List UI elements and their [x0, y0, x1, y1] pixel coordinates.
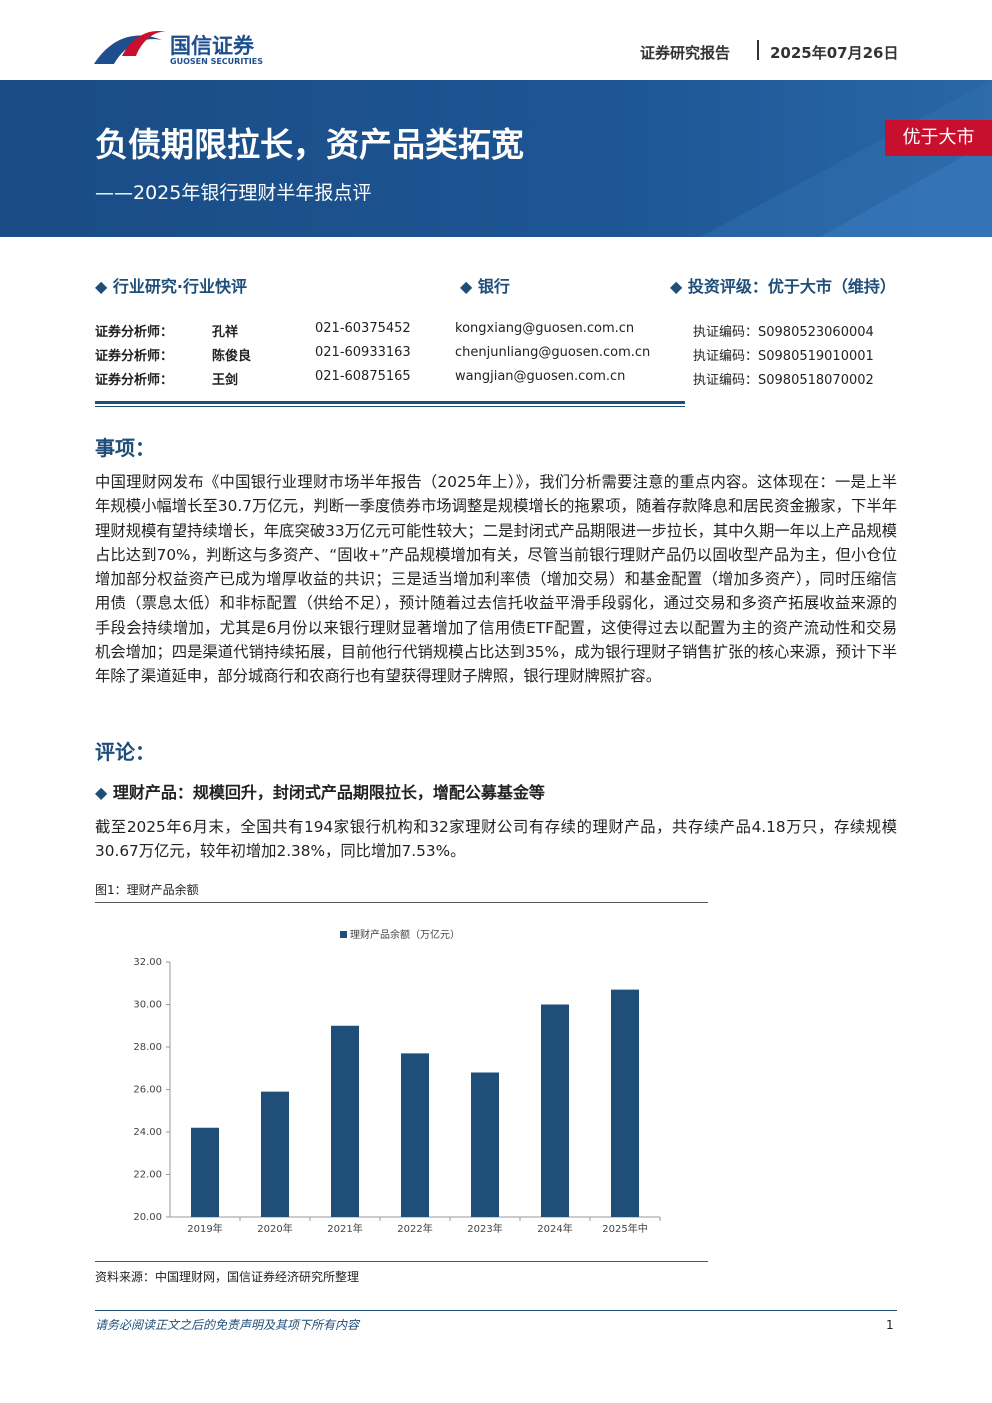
x-tick-label: 2021年 — [327, 1222, 362, 1235]
bar — [401, 1053, 429, 1217]
separator — [757, 40, 759, 60]
divider-thin — [95, 406, 685, 407]
analyst-name: 孔祥 — [212, 325, 239, 340]
banner-decor — [700, 80, 992, 237]
analyst-email: kongxiang@guosen.com.cn — [455, 321, 635, 336]
paragraph: 中国理财网发布《中国银行业理财市场半年报告（2025年上）》，我们分析需要注意的… — [95, 473, 897, 686]
section-heading: 评论： — [95, 740, 155, 764]
page-number: 1 — [886, 1318, 894, 1332]
date: 2025年07月26日 — [770, 44, 899, 62]
bar — [261, 1091, 289, 1217]
analyst-phone: 021-60375452 — [315, 321, 411, 336]
y-tick-label: 32.00 — [133, 957, 162, 968]
disclaimer: 请务必阅读正文之后的免责声明及其项下所有内容 — [95, 1318, 360, 1332]
company: 国信证券 — [170, 34, 254, 58]
company-en: GUOSEN SECURITIES — [170, 57, 263, 66]
bar — [331, 1025, 359, 1217]
analyst-role: 证券分析师： — [95, 373, 174, 388]
figure-caption: 图1：理财产品余额 — [95, 883, 199, 897]
x-tick-label: 2023年 — [467, 1222, 502, 1235]
x-tick-label: 2025年中 — [602, 1222, 647, 1235]
figure-rule — [95, 902, 708, 903]
industry: ◆ 银行 — [460, 277, 510, 296]
subtitle: ——2025年银行理财半年报点评 — [95, 182, 372, 204]
bar — [541, 1004, 569, 1217]
rating-tag: 优于大市 — [885, 120, 992, 156]
bar — [191, 1127, 219, 1217]
figure-source: 资料来源：中国理财网，国信证券经济研究所整理 — [95, 1270, 360, 1284]
banner: 负债期限拉长，资产品类拓宽 ——2025年银行理财半年报点评 优于大市 — [0, 80, 992, 237]
x-tick-label: 2019年 — [187, 1222, 222, 1235]
chart: 20.00 22.00 24.00 26.00 28.00 30.00 32.00 理财产品余… — [133, 928, 661, 1235]
y-tick-label: 30.00 — [133, 1000, 162, 1011]
y-tick-label: 20.00 — [133, 1212, 162, 1223]
analyst-role: 证券分析师： — [95, 349, 174, 364]
rating-text: 投资评级：优于大市（维持） — [687, 277, 896, 296]
analyst-license: 执证编码：S0980523060004 — [693, 325, 874, 340]
analyst-phone: 021-60875165 — [315, 369, 411, 384]
y-tick-label: 24.00 — [133, 1127, 162, 1138]
legend-label: 理财产品余额（万亿元） — [350, 928, 460, 941]
legend-swatch — [340, 931, 347, 938]
subheading-text: 理财产品：规模回升，封闭式产品期限拉长，增配公募基金等 — [112, 783, 545, 802]
report-type: 证券研究报告 — [640, 44, 731, 62]
analyst-name: 王剑 — [212, 373, 239, 388]
analyst-email: wangjian@guosen.com.cn — [455, 369, 626, 384]
analyst-license: 执证编码：S0980519010001 — [693, 349, 874, 364]
x-tick-label: 2020年 — [257, 1222, 292, 1235]
section-heading: 事项： — [95, 436, 155, 460]
figure-rule — [95, 1261, 708, 1262]
y-tick-label: 22.00 — [133, 1170, 162, 1181]
analyst-license: 执证编码：S0980518070002 — [693, 373, 874, 388]
industry-text: 银行 — [477, 277, 510, 296]
analyst-name: 陈俊良 — [212, 349, 252, 364]
title: 负债期限拉长，资产品类拓宽 — [95, 125, 524, 164]
x-tick-label: 2024年 — [537, 1222, 572, 1235]
x-tick-label: 2022年 — [397, 1222, 432, 1235]
sector: ◆ 行业研究·行业快评 — [95, 277, 247, 296]
analyst-phone: 021-60933163 — [315, 345, 411, 360]
y-tick-label: 28.00 — [133, 1042, 162, 1053]
analyst-email: chenjunliang@guosen.com.cn — [455, 345, 651, 360]
footer-rule — [95, 1310, 897, 1311]
bar — [611, 989, 639, 1217]
y-tick-label: 26.00 — [133, 1085, 162, 1096]
subheading: ◆ 理财产品：规模回升，封闭式产品期限拉长，增配公募基金等 — [95, 783, 545, 802]
rating: ◆ 投资评级：优于大市（维持） — [670, 277, 896, 296]
sector-text: 行业研究·行业快评 — [112, 277, 247, 296]
paragraph: 截至2025年6月末，全国共有194家银行机构和32家理财公司有存续的理财产品，… — [95, 818, 897, 861]
divider — [95, 401, 685, 404]
analyst-role: 证券分析师： — [95, 325, 174, 340]
bar — [471, 1072, 499, 1217]
logo-mark — [94, 31, 166, 64]
